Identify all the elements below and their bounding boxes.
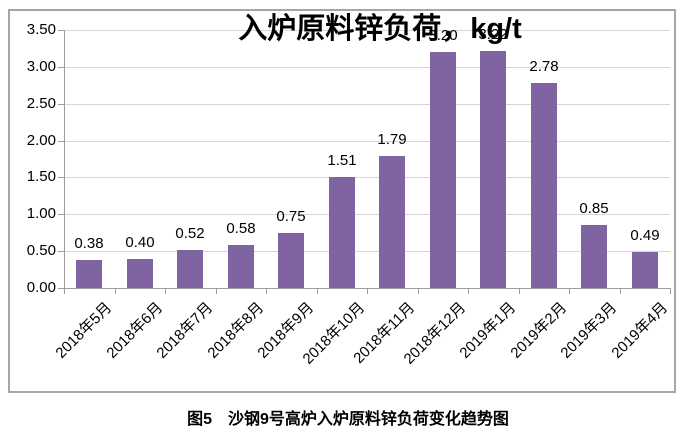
x-tick-label: 2019年4月: [608, 299, 672, 362]
bar-value-label: 0.40: [125, 234, 155, 251]
bar-value-label: 0.38: [74, 235, 104, 252]
y-axis-tick: [58, 251, 64, 252]
y-tick-label: 2.00: [26, 132, 56, 149]
y-tick-label: 0.00: [26, 279, 56, 296]
bar: [480, 51, 506, 288]
bar: [632, 252, 658, 288]
y-axis-tick: [58, 214, 64, 215]
gridline: [64, 67, 670, 68]
bar: [127, 259, 153, 288]
y-axis-tick: [58, 141, 64, 142]
y-axis-tick: [58, 177, 64, 178]
gridline: [64, 141, 670, 142]
figure-caption: 图5 沙钢9号高炉入炉原料锌负荷变化趋势图: [187, 411, 509, 428]
gridline: [64, 214, 670, 215]
bar: [76, 260, 102, 288]
y-axis-line: [64, 30, 65, 288]
x-axis-tick: [115, 288, 116, 294]
gridline: [64, 251, 670, 252]
y-axis-tick: [58, 30, 64, 31]
x-axis-tick: [266, 288, 267, 294]
bar: [329, 177, 355, 288]
x-axis-tick: [165, 288, 166, 294]
bar-value-label: 1.51: [327, 152, 357, 169]
y-axis-tick: [58, 67, 64, 68]
y-tick-label: 3.50: [26, 21, 56, 38]
gridline: [64, 104, 670, 105]
bar: [177, 250, 203, 288]
x-axis-tick: [569, 288, 570, 294]
bar-value-label: 2.78: [529, 58, 559, 75]
x-axis-tick: [468, 288, 469, 294]
y-tick-label: 0.50: [26, 242, 56, 259]
bar-value-label: 3.20: [428, 27, 458, 44]
bar-value-label: 0.52: [175, 225, 205, 242]
bar: [228, 245, 254, 288]
bar-value-label: 1.79: [377, 131, 407, 148]
x-axis-tick: [418, 288, 419, 294]
x-axis-tick: [317, 288, 318, 294]
bar: [430, 52, 456, 288]
gridline: [64, 30, 670, 31]
bar: [278, 233, 304, 288]
bar: [531, 83, 557, 288]
x-axis-tick: [367, 288, 368, 294]
chart-title: 入炉原料锌负荷，kg/t: [238, 13, 522, 45]
bar-value-label: 0.85: [579, 200, 609, 217]
y-tick-label: 1.00: [26, 205, 56, 222]
y-tick-label: 2.50: [26, 95, 56, 112]
y-tick-label: 1.50: [26, 168, 56, 185]
x-axis-tick: [519, 288, 520, 294]
y-tick-label: 3.00: [26, 58, 56, 75]
bar-value-label: 0.75: [276, 208, 306, 225]
bar-value-label: 0.58: [226, 220, 256, 237]
bar: [379, 156, 405, 288]
x-axis-tick: [620, 288, 621, 294]
x-axis-tick: [216, 288, 217, 294]
y-axis-tick: [58, 288, 64, 289]
y-axis-tick: [58, 104, 64, 105]
bar-value-label: 0.49: [630, 227, 660, 244]
x-axis-tick: [64, 288, 65, 294]
bar: [581, 225, 607, 288]
gridline: [64, 177, 670, 178]
x-axis-tick: [670, 288, 671, 294]
bar-value-label: 3.22: [478, 26, 508, 43]
